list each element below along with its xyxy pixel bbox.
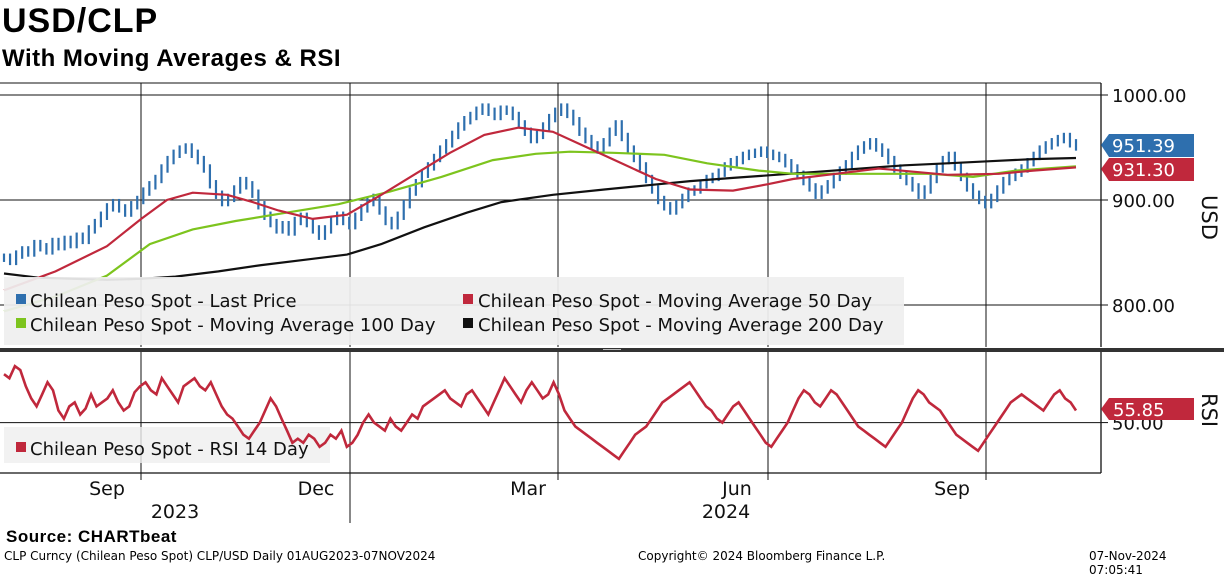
footer-timestamp: 07-Nov-2024 07:05:41 [1089,549,1167,577]
footer-copyright: Copyright© 2024 Bloomberg Finance L.P. [638,549,886,563]
ma50-tag [1101,158,1194,181]
rsi-legend: Chilean Peso Spot - RSI 14 Day [4,427,330,463]
legend-ma200: Chilean Peso Spot - Moving Average 200 D… [478,315,884,336]
x-month-label: Sep [934,478,970,500]
price-tick-label: 1000.00 [1112,86,1186,107]
x-year-label: 2023 [151,501,199,523]
legend-rsi: Chilean Peso Spot - RSI 14 Day [30,439,309,460]
last-price-tag-text: 951.39 [1112,136,1175,157]
legend-last-price: Chilean Peso Spot - Last Price [30,291,297,312]
value-tags: 951.39 931.30 55.85 [1101,134,1194,421]
legend-swatch-ma100 [16,318,26,328]
price-tick-label: 900.00 [1112,191,1175,212]
x-month-label: Sep [89,478,125,500]
x-axis: Sep Dec Mar Jun Sep 2023 2024 [89,473,987,523]
legend-swatch-ma50 [463,294,473,304]
price-y-ticks: 1000.00 900.00 800.00 [1101,86,1186,317]
legend-ma100: Chilean Peso Spot - Moving Average 100 D… [30,315,436,336]
x-year-label: 2024 [702,501,750,523]
rsi-tag-text: 55.85 [1113,400,1165,421]
last-price-tag [1101,134,1194,157]
price-legend-box [4,277,904,345]
last-price-bars [2,103,1078,266]
chart-title: USD/CLP [2,2,159,40]
panel-divider[interactable] [0,348,1224,352]
rsi-line [3,364,1078,461]
x-month-label: Mar [510,478,546,500]
ma50-tag-text: 931.30 [1112,160,1175,181]
source-note: Source: CHARTbeat [6,527,177,546]
price-axis-title: USD [1197,195,1221,240]
ma200-line [3,156,1077,281]
rsi-axis-title: RSI [1197,393,1221,427]
ma100-line [3,150,1077,313]
legend-swatch-last-price [16,294,26,304]
chart-subtitle: With Moving Averages & RSI [2,45,342,72]
legend-swatch-rsi [16,442,26,452]
price-legend: Chilean Peso Spot - Last Price Chilean P… [4,277,904,345]
price-tick-label: 800.00 [1112,296,1175,317]
legend-ma50: Chilean Peso Spot - Moving Average 50 Da… [478,291,872,312]
x-month-label: Dec [298,478,335,500]
legend-swatch-ma200 [463,318,473,328]
footer-ticker-info: CLP Curncy (Chilean Peso Spot) CLP/USD D… [4,549,436,563]
x-month-label: Jun [721,478,752,500]
rsi-tag [1101,398,1194,420]
ma50-line [3,126,1077,292]
rsi-legend-box [4,427,330,463]
